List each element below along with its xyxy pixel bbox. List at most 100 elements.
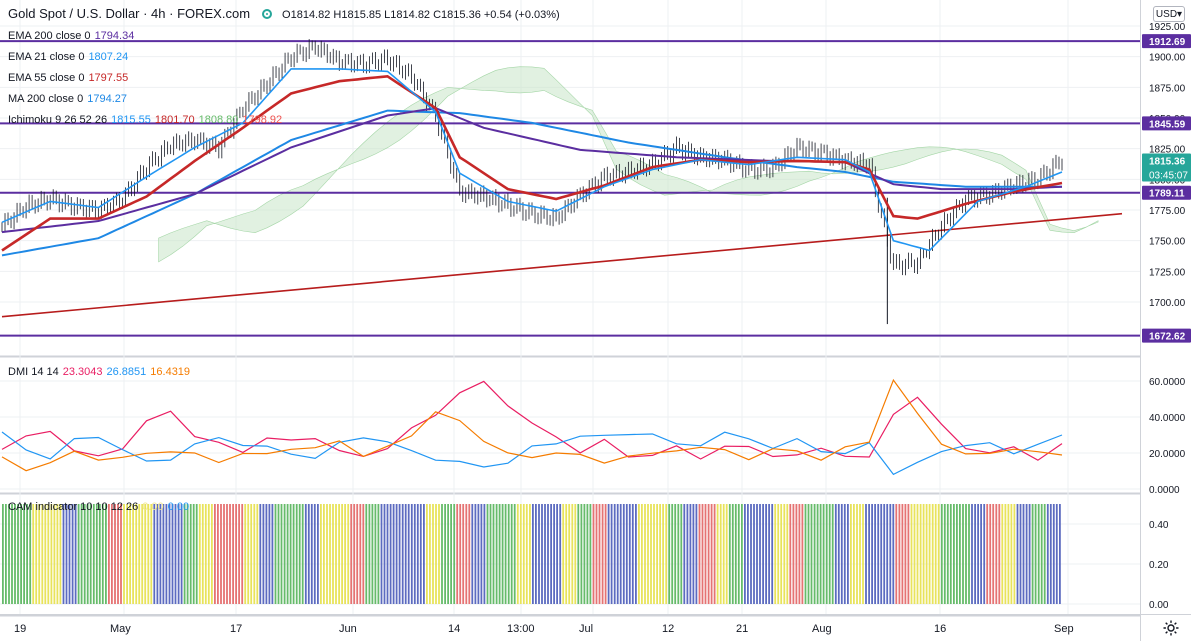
cam-bar [538, 504, 540, 604]
cam-bar [553, 504, 555, 604]
time-tick-label: May [110, 623, 131, 635]
cam-bar [92, 504, 95, 604]
legend-value: 0.00 [167, 501, 190, 513]
cam-bar [1043, 504, 1046, 604]
cam-bar [516, 504, 519, 604]
level-price-tag-bg [1142, 34, 1191, 49]
cam-bar [371, 504, 374, 604]
cam-bar [759, 504, 761, 604]
legend-label: EMA 200 close 0 [8, 30, 91, 42]
cam-bar [135, 504, 138, 604]
cam-bar [410, 504, 413, 604]
cam-bar [401, 504, 404, 604]
dmi-tick-label: 60.0000 [1149, 377, 1186, 388]
cam-bar [977, 504, 979, 604]
cam-bar [610, 504, 613, 604]
cam-bar [289, 504, 292, 604]
indicator-legend-ma200[interactable]: MA 200 close 0 1794.27 [8, 93, 131, 105]
cam-bar [507, 504, 510, 604]
cam-bar [338, 504, 340, 604]
cam-bar [943, 504, 946, 604]
symbol-header: Gold Spot / U.S. Dollar · 4h · FOREX.com… [8, 6, 560, 21]
cam-bar [407, 504, 410, 604]
cam-bar [1019, 504, 1022, 604]
cam-bar [571, 504, 574, 604]
cam-bar [286, 504, 289, 604]
cam-bar [259, 504, 262, 604]
cam-bar [426, 504, 428, 604]
indicator-legend-cam[interactable]: CAM indicator 10 10 12 26 0.00 0.00 [8, 501, 193, 513]
cam-bar [980, 504, 982, 604]
time-tick-label: 16 [934, 623, 946, 635]
cam-bar [1049, 504, 1052, 604]
symbol-title[interactable]: Gold Spot / U.S. Dollar · 4h · FOREX.com [8, 6, 251, 21]
cam-bar [544, 504, 546, 604]
dmi-series-line [1, 378, 1063, 472]
cam-bar [123, 504, 125, 604]
cam-bar [453, 504, 456, 604]
cam-bar [892, 504, 895, 604]
cam-bar [707, 504, 710, 604]
indicator-legend-dmi[interactable]: DMI 14 14 23.3043 26.8851 16.4319 [8, 366, 194, 378]
cam-bar [635, 504, 637, 604]
cam-bar [768, 504, 770, 604]
cam-bar [598, 504, 601, 604]
legend-value: 0.00 [142, 501, 164, 513]
cam-bar [898, 504, 901, 604]
cam-bar [262, 504, 265, 604]
cam-bar [862, 504, 864, 604]
cam-bar [737, 504, 740, 604]
cam-bar [483, 504, 486, 604]
cam-bar [98, 504, 101, 604]
cam-bar [53, 504, 56, 604]
cam-bar [95, 504, 98, 604]
cam-bar [656, 504, 658, 604]
cam-bar [556, 504, 558, 604]
cam-bar [568, 504, 571, 604]
gear-icon[interactable] [1162, 619, 1180, 637]
cam-bar [741, 504, 743, 604]
cam-bar [101, 504, 104, 604]
legend-label: EMA 55 close 0 [8, 72, 85, 84]
cam-bar [310, 504, 313, 604]
cam-bar [168, 504, 171, 604]
cam-bar [362, 504, 365, 604]
cam-bar [71, 504, 74, 604]
cam-bar [931, 504, 934, 604]
indicator-legend-ema21[interactable]: EMA 21 close 0 1807.24 [8, 51, 132, 63]
cam-bar [550, 504, 552, 604]
cam-bar [344, 504, 346, 604]
cam-bar [462, 504, 465, 604]
cam-bar [674, 504, 677, 604]
cam-bar [853, 504, 855, 604]
cam-tick-label: 0.40 [1149, 520, 1169, 531]
indicator-legend-ema200[interactable]: EMA 200 close 0 1794.34 [8, 30, 138, 42]
cam-bar [89, 504, 92, 604]
time-tick-label: Aug [812, 623, 832, 635]
cam-bar [562, 504, 565, 604]
currency-button[interactable]: USD ▾ [1153, 6, 1185, 22]
cam-bar [301, 504, 304, 604]
cam-bar [365, 504, 368, 604]
cam-bar [307, 504, 310, 604]
cam-bar [701, 504, 704, 604]
time-tick-label: 13:00 [507, 623, 535, 635]
cam-bar [840, 504, 843, 604]
cam-bar [616, 504, 619, 604]
cam-bar [14, 504, 16, 604]
cam-bar [604, 504, 607, 604]
cam-bar [141, 504, 144, 604]
cam-bar [171, 504, 174, 604]
cam-bar [180, 504, 183, 604]
cam-bar [622, 504, 625, 604]
cam-bar [677, 504, 680, 604]
indicator-legend-ichimoku[interactable]: Ichimoku 9 26 52 26 1815.55 1801.70 1808.80… [8, 114, 286, 126]
cam-bar [847, 504, 849, 604]
cam-bar [32, 504, 35, 604]
cam-bar [901, 504, 904, 604]
indicator-legend-ema55[interactable]: EMA 55 close 0 1797.55 [8, 72, 132, 84]
cam-bar [535, 504, 537, 604]
legend-value: 1801.70 [154, 114, 195, 126]
cam-bar [192, 504, 195, 604]
